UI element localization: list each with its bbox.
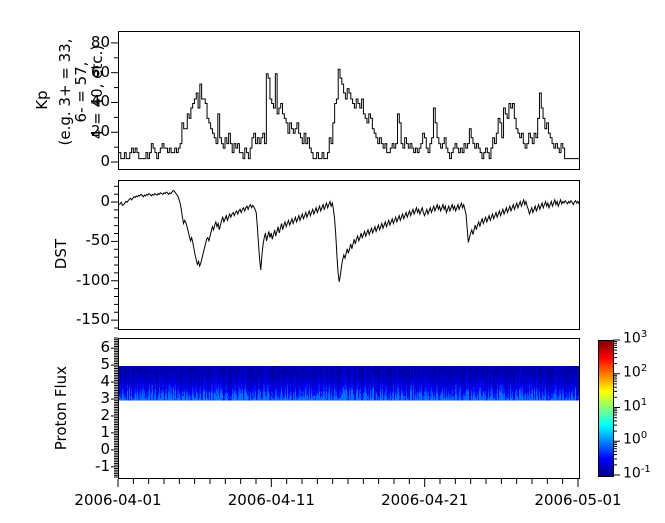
colorbar-tick-label: 102 bbox=[623, 363, 647, 381]
x-axis-tick-label: 2006-04-21 bbox=[381, 491, 469, 509]
dst-axis-label: DST bbox=[51, 214, 70, 294]
kp-ytick-label: 20 bbox=[90, 122, 110, 141]
kp-ytick-label: 60 bbox=[90, 62, 110, 81]
colorbar-tick-label: 103 bbox=[623, 329, 647, 347]
proton-flux-ytick-label: 3 bbox=[100, 389, 110, 408]
kp-axis-label-line1: Kp bbox=[32, 90, 51, 110]
proton-flux-plot-area bbox=[119, 366, 579, 401]
colorbar-tick-label: 10-1 bbox=[623, 464, 651, 482]
proton-flux-ytick-label: 2 bbox=[100, 405, 110, 424]
kp-ytick-label: 0 bbox=[100, 152, 110, 171]
colorbar-tick-base: 10 bbox=[623, 398, 641, 415]
proton-flux-axis-label-text: Proton Flux bbox=[51, 365, 70, 451]
proton-flux-ytick-label: 6 bbox=[100, 338, 110, 357]
colorbar bbox=[598, 340, 614, 477]
dst-ytick-label: 0 bbox=[100, 192, 110, 211]
colorbar-tick-exponent: 1 bbox=[640, 396, 648, 408]
kp-axis-label-line4: 4 = 40, etc.) bbox=[88, 44, 106, 140]
colorbar-tick-label: 101 bbox=[623, 397, 647, 415]
proton-flux-ytick-label: 5 bbox=[100, 355, 110, 374]
colorbar-tick-exponent: 2 bbox=[640, 362, 648, 374]
dst-axis-label-text: DST bbox=[51, 238, 70, 270]
proton-flux-ytick-label: 0 bbox=[100, 439, 110, 458]
colorbar-tick-exponent: 0 bbox=[640, 430, 648, 442]
dst-plot-area bbox=[119, 189, 579, 282]
kp-plot-area bbox=[119, 68, 579, 160]
dst-ytick-label: -100 bbox=[75, 270, 110, 289]
proton-flux-ytick-label: 1 bbox=[100, 422, 110, 441]
kp-axis-label: Kp bbox=[32, 20, 51, 180]
dst-ytick-label: -150 bbox=[75, 310, 110, 329]
x-axis-tick-label: 2006-04-11 bbox=[227, 491, 315, 509]
colorbar-tick-base: 10 bbox=[623, 465, 641, 482]
kp-axis-label-line2: (e.g. 3+ = 33, bbox=[56, 38, 74, 146]
kp-ytick-label: 40 bbox=[90, 92, 110, 111]
colorbar-gradient bbox=[599, 341, 613, 476]
colorbar-tick-base: 10 bbox=[623, 431, 641, 448]
dst-panel bbox=[118, 180, 580, 330]
colorbar-tick-exponent: 3 bbox=[640, 329, 648, 340]
x-axis-tick-label: 2006-05-01 bbox=[534, 491, 622, 509]
x-axis-tick-label: 2006-04-01 bbox=[74, 491, 162, 509]
proton-flux-axis-label: Proton Flux bbox=[51, 343, 70, 473]
kp-panel bbox=[118, 31, 580, 170]
colorbar-tick-label: 100 bbox=[623, 430, 647, 448]
proton-flux-ytick-label: -1 bbox=[95, 456, 110, 475]
colorbar-tick-exponent: -1 bbox=[640, 464, 651, 475]
colorbar-tick-base: 10 bbox=[623, 364, 641, 381]
kp-ytick-label: 80 bbox=[90, 32, 110, 51]
dst-ytick-label: -50 bbox=[85, 231, 111, 250]
kp-axis-label-line3: 6- = 57, bbox=[72, 61, 90, 123]
colorbar-tick-base: 10 bbox=[623, 330, 641, 347]
proton-flux-panel bbox=[118, 338, 580, 479]
proton-flux-ytick-label: 4 bbox=[100, 372, 110, 391]
